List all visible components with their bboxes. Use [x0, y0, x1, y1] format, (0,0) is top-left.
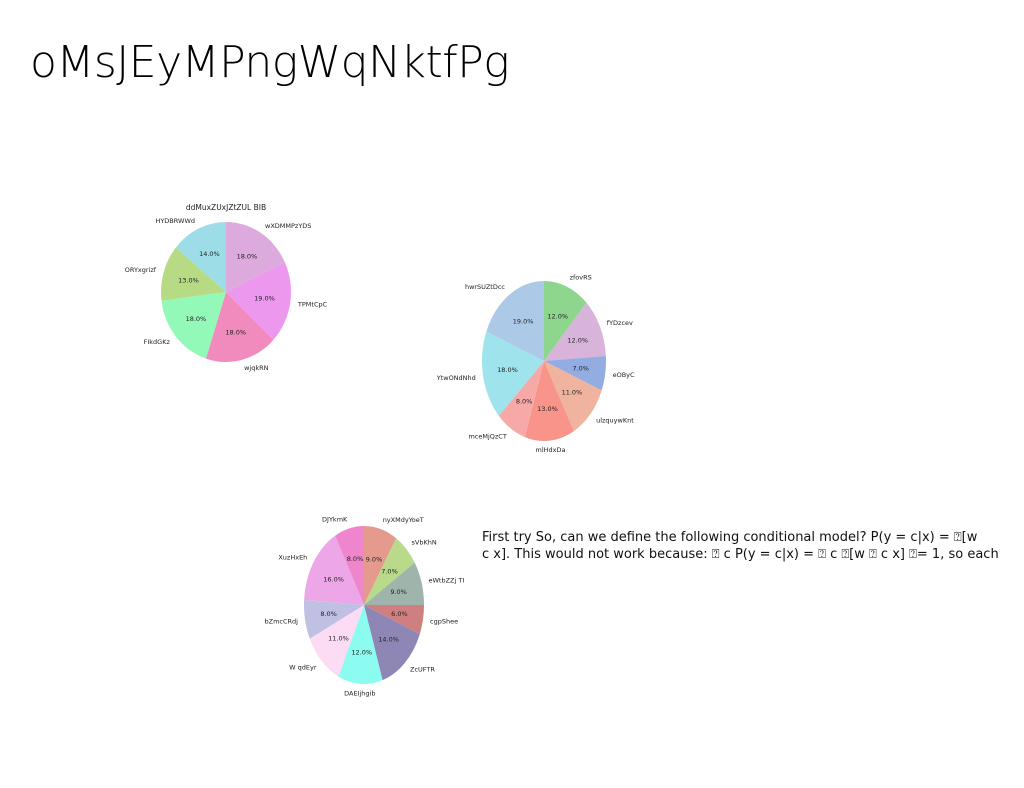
pie-category-label-1-5: ORYxgrizf [125, 266, 157, 274]
pie-category-label-3-2: sVbKhN [412, 538, 437, 546]
pie-category-label-1-4: FIkdGKz [144, 338, 171, 346]
pie-percent-label-1-3: 18.0% [225, 329, 246, 337]
pie-slice-3-9 [304, 535, 364, 605]
pie-category-label-3-6: DAEIjhgib [344, 689, 375, 697]
pie-category-label-1-1: wXDMMPzYDS [265, 222, 311, 230]
pie-category-label-3-9: XuzHxEh [278, 554, 307, 562]
pie-percent-label-3-3: 9.0% [390, 588, 407, 596]
pie-slice-3-4 [364, 605, 424, 635]
pie-category-label-2-6: mceMjQzCT [468, 433, 506, 441]
pie-slice-2-8 [486, 281, 544, 361]
pie-slice-2-5 [524, 361, 574, 441]
pie-category-label-2-3: eOByC [613, 371, 635, 379]
pie-category-label-2-8: hwrSUZtDcc [465, 283, 505, 291]
pie-percent-label-3-9: 16.0% [323, 576, 344, 584]
pie-percent-label-1-2: 19.0% [254, 295, 275, 303]
pie-slice-2-1 [544, 281, 587, 361]
pie-percent-label-2-4: 11.0% [562, 389, 583, 397]
pie-chart-3: 9.0% nyXMdyYoeT 7.0% sVbKhN 9.0% eWtbZZj TI 6.… [255, 505, 485, 705]
pie-slice-1-2 [226, 262, 291, 340]
pie-percent-label-2-8: 19.0% [513, 317, 534, 325]
pie-category-label-3-4: cgpShee [430, 618, 458, 626]
pie-percent-label-3-10: 8.0% [347, 555, 364, 563]
pie-category-label-2-5: mlHdxDa [536, 446, 566, 454]
pie-percent-label-3-5: 14.0% [378, 636, 399, 644]
pie-percent-label-2-2: 12.0% [567, 337, 588, 345]
pie-slice-3-1 [364, 526, 397, 605]
pie-percent-label-3-8: 8.0% [320, 610, 337, 618]
pie-percent-label-3-4: 6.0% [391, 610, 408, 618]
pie-chart-1-svg: ddMuxZUxJZtZUL BIB 18.0% wXDMMPzYDS 19.0% TP… [125, 203, 328, 372]
pie-category-label-3-5: ZcUFTR [410, 666, 435, 674]
slide-title: oMsJEyMPngWqNktfPg [30, 37, 510, 88]
pie-slice-3-7 [309, 605, 364, 677]
pie-slice-2-3 [544, 355, 607, 391]
pie-chart-3-svg: 9.0% nyXMdyYoeT 7.0% sVbKhN 9.0% eWtbZZj TI 6.… [265, 515, 465, 697]
pie-slice-3-2 [364, 538, 415, 605]
pie-percent-label-1-1: 18.0% [237, 253, 258, 261]
pie-category-label-3-3: eWtbZZj TI [429, 576, 465, 584]
pie-slice-2-6 [498, 361, 544, 438]
pie-slice-1-3 [205, 292, 274, 362]
pie-category-label-2-7: YtwONdNhd [436, 374, 476, 382]
pie-percent-label-2-1: 12.0% [547, 312, 568, 320]
pie-slice-1-5 [160, 247, 226, 301]
pie-percent-label-3-6: 12.0% [351, 648, 372, 656]
pie-slice-2-7 [481, 331, 544, 416]
pie-percent-label-2-7: 18.0% [497, 366, 518, 374]
pie-percent-label-2-6: 8.0% [516, 398, 533, 406]
pie-category-label-2-2: fYDzcev [607, 319, 633, 327]
pie-category-label-1-3: wjqkRN [244, 364, 269, 372]
pie-category-label-1-2: TPMtCpC [297, 300, 328, 308]
pie-chart-1-title: ddMuxZUxJZtZUL BIB [186, 203, 266, 212]
pie-percent-label-3-1: 9.0% [366, 556, 383, 564]
pie-slice-3-6 [338, 605, 383, 684]
pie-slice-1-1 [226, 222, 285, 292]
pie-slice-2-4 [544, 361, 602, 432]
pie-slice-2-2 [544, 302, 606, 361]
pie-category-label-2-1: zfovRS [570, 274, 592, 282]
slide-body-text: First try So, can we define the followin… [482, 530, 999, 562]
pie-slice-1-6 [175, 222, 226, 292]
pie-chart-2: 12.0% zfovRS 12.0% fYDzcev 7.0% eOByC 11.0% ulz… [430, 260, 660, 460]
pie-slice-3-3 [364, 562, 424, 605]
pie-category-label-3-10: DJYkmK [322, 515, 348, 523]
pie-percent-label-3-7: 11.0% [328, 635, 349, 643]
pie-category-label-3-1: nyXMdyYoeT [383, 516, 424, 524]
pie-slice-3-10 [335, 526, 364, 605]
pie-category-label-3-7: W qdEyr [289, 664, 317, 672]
pie-percent-label-2-5: 13.0% [537, 405, 558, 413]
pie-percent-label-2-3: 7.0% [572, 365, 589, 373]
pie-percent-label-3-2: 7.0% [381, 568, 398, 576]
pie-chart-1: ddMuxZUxJZtZUL BIB 18.0% wXDMMPzYDS 19.0% TP… [120, 190, 350, 410]
pie-slice-3-5 [364, 605, 420, 681]
pie-percent-label-1-6: 14.0% [199, 250, 220, 258]
pie-category-label-2-4: ulzquywKnt [596, 416, 634, 424]
pie-slice-3-8 [304, 600, 364, 639]
pie-chart-2-svg: 12.0% zfovRS 12.0% fYDzcev 7.0% eOByC 11.0% ulz… [436, 274, 635, 455]
pie-category-label-1-6: HYDBRWWd [155, 217, 195, 225]
pie-percent-label-1-4: 18.0% [186, 315, 207, 323]
pie-category-label-3-8: bZmcCRdj [265, 618, 299, 626]
pie-slice-1-4 [161, 292, 226, 359]
pie-percent-label-1-5: 13.0% [178, 276, 199, 284]
